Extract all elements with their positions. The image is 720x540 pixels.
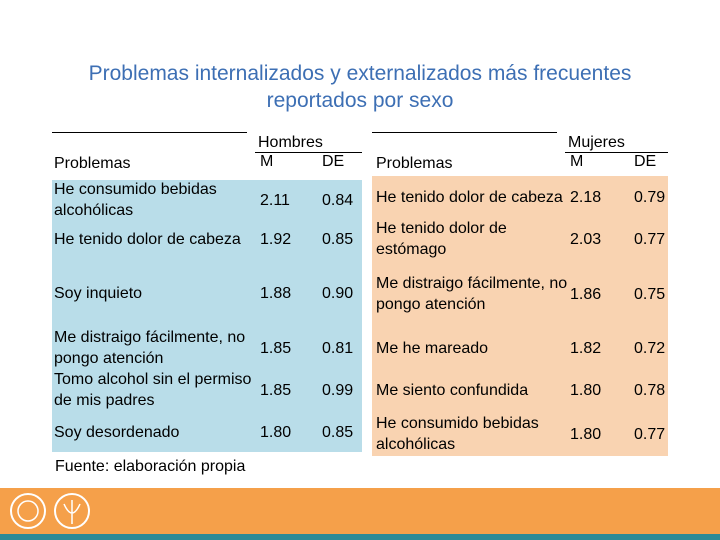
problem-cell: He tenido dolor de estómago — [376, 220, 507, 258]
rule-line — [52, 132, 247, 133]
problem-cell: Me he mareado — [376, 339, 489, 357]
column-header: DE — [634, 153, 657, 170]
slide-title: Problemas internalizados y externalizado… — [88, 62, 632, 112]
problem-cell: Soy inquieto — [54, 284, 143, 302]
problem-cell: Soy desordenado — [54, 423, 180, 441]
problem-cell: He tenido dolor de cabeza — [54, 230, 241, 248]
group-label: Mujeres — [568, 134, 625, 151]
group-background — [52, 180, 362, 452]
problem-cell: He consumido bebidas alcohólicas — [376, 415, 539, 453]
value-cell: 0.79 — [634, 188, 666, 206]
group-background — [372, 176, 668, 456]
problem-cell: Tomo alcohol sin el permiso de mis padre… — [54, 371, 252, 409]
rule-line — [255, 152, 362, 153]
value-cell: 0.85 — [322, 423, 354, 441]
value-cell: 1.85 — [260, 339, 292, 357]
column-header: M — [260, 153, 274, 170]
value-cell: 0.77 — [634, 425, 666, 443]
value-cell: 1.80 — [260, 423, 292, 441]
value-cell: 2.03 — [570, 230, 602, 248]
value-cell: 1.82 — [570, 339, 602, 357]
value-cell: 2.11 — [260, 191, 290, 209]
value-cell: 1.85 — [260, 381, 292, 399]
problem-cell: Me distraigo fácilmente, no pongo atenci… — [54, 329, 246, 367]
footer-bar — [0, 488, 720, 534]
problem-cell: Me distraigo fácilmente, no pongo atenci… — [376, 275, 568, 313]
value-cell: 1.88 — [260, 284, 292, 302]
logo — [17, 500, 39, 522]
column-header: Problemas — [54, 155, 131, 172]
problem-cell: He consumido bebidas alcohólicas — [54, 181, 217, 219]
value-cell: 0.72 — [634, 339, 666, 357]
column-header: M — [570, 153, 584, 170]
value-cell: 2.18 — [570, 188, 602, 206]
value-cell: 0.90 — [322, 284, 354, 302]
logo — [63, 500, 81, 524]
footer-line — [0, 534, 720, 540]
value-cell: 0.84 — [322, 191, 354, 209]
logo — [10, 493, 46, 529]
value-cell: 1.86 — [570, 285, 602, 303]
column-header: Problemas — [376, 155, 453, 172]
problem-cell: Me siento confundida — [376, 381, 529, 399]
value-cell: 0.78 — [634, 381, 666, 399]
rule-line — [372, 132, 557, 133]
value-cell: 0.77 — [634, 230, 666, 248]
problem-cell: He tenido dolor de cabeza — [376, 188, 563, 206]
column-header: DE — [322, 153, 345, 170]
logo — [54, 493, 90, 529]
value-cell: 0.81 — [322, 339, 354, 357]
value-cell: 1.92 — [260, 230, 292, 248]
source-note: Fuente: elaboración propia — [55, 458, 246, 475]
value-cell: 0.75 — [634, 285, 666, 303]
value-cell: 1.80 — [570, 425, 602, 443]
value-cell: 0.99 — [322, 381, 354, 399]
logos — [10, 493, 90, 529]
value-cell: 0.85 — [322, 230, 354, 248]
group-label: Hombres — [258, 134, 323, 151]
rule-line — [565, 152, 668, 153]
value-cell: 1.80 — [570, 381, 602, 399]
